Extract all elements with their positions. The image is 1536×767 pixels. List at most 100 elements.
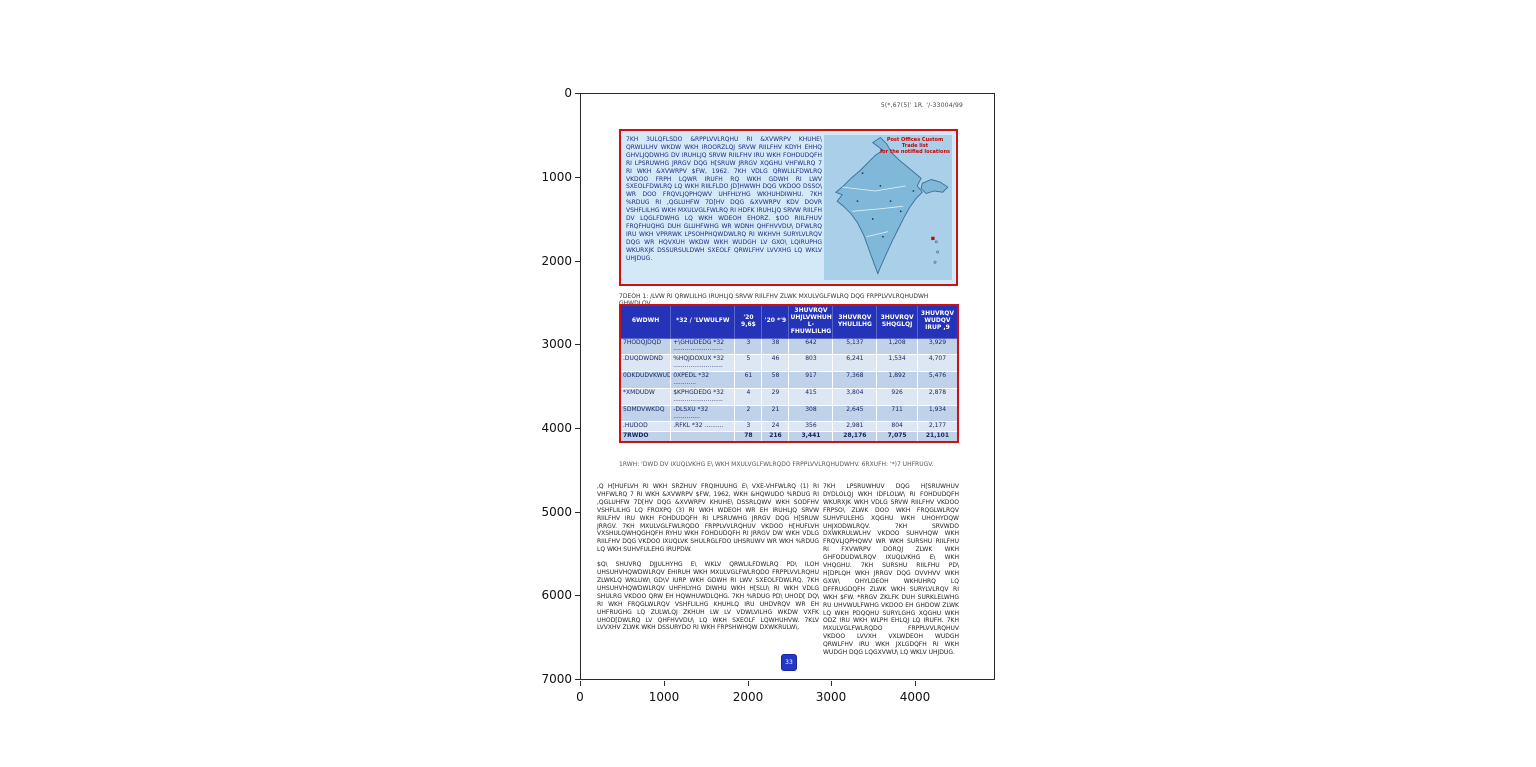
table-cell: 7,368 [832, 371, 878, 389]
table-cell: 3,929 [916, 337, 959, 356]
y-tick-label: 5000 [541, 505, 572, 519]
table-cell: *XMDUDW [619, 387, 672, 406]
map-caption-line1: Post Offices Custom Trade list [886, 137, 944, 149]
table-cell: 1,208 [876, 337, 918, 356]
table-cell: 6,241 [832, 354, 878, 373]
table-cell: 2,981 [832, 421, 878, 433]
x-tick-mark [915, 681, 916, 686]
table-cell: 29 [761, 387, 790, 406]
state-boundaries [842, 185, 906, 238]
table-row: .DUQDWDND %HQJDOXUX *32 .................… [619, 354, 959, 373]
page-header-registration: 5(*,67(5(' 1R. '/-33004/99 [880, 102, 963, 109]
x-tick-mark [831, 681, 832, 686]
table-cell: 0DKDUDVKWUD [619, 371, 672, 389]
map-caption: Post Offices Custom Trade list for the n… [880, 137, 950, 155]
x-tick-label: 2000 [732, 690, 764, 704]
table-cell: 3,804 [832, 387, 878, 406]
table-cell: 24 [761, 421, 790, 433]
y-tick-mark [575, 177, 580, 178]
table-cell: 642 [788, 337, 834, 356]
y-tick-mark [575, 595, 580, 596]
body-left-paragraph-2: $Q\ SHUVRQ DJJULHYHG E\ WKLV QRWLILFDWLR… [597, 561, 819, 632]
table-cell: 2,177 [916, 421, 959, 433]
table-cell: 308 [788, 404, 834, 423]
table-cell: 38 [761, 337, 790, 356]
table-cell: 2,878 [916, 387, 959, 406]
table-cell: %HQJDOXUX *32 .......................... [670, 354, 736, 373]
table-cell: 78 [734, 431, 763, 443]
table-cell: 21,101 [916, 431, 959, 443]
data-table: 6WDWH *32 / 'LVWULFW '20 9,6$ '20 *'9 3HUVRQ… [619, 304, 959, 444]
table-cell: 804 [876, 421, 918, 433]
table-header-cell: 3HUVRQV UHJLVWHUHG L-FHUWLILHG [788, 304, 834, 339]
notice-text: 7KH 3ULQFLSDO &RPPLVVLRQHU RI &XVWRPV KH… [626, 136, 822, 262]
table-header-cell: 3HUVRQV SHQGLQJ [876, 304, 918, 339]
y-tick-mark [575, 344, 580, 345]
table-row: .HUDOD .RFKL *32 .......... 3 24 356 2,981 804… [619, 421, 959, 433]
table-cell: 356 [788, 421, 834, 433]
y-tick-label: 1000 [541, 170, 572, 184]
table-cell: 1,892 [876, 371, 918, 389]
x-tick-mark [580, 681, 581, 686]
body-left-column: ,Q H[HUFLVH RI WKH SRZHUV FRQIHUUHG E\ V… [597, 483, 819, 639]
table-cell: 415 [788, 387, 834, 406]
table-cell: +\GHUDEDG *32 .......................... [670, 337, 736, 356]
x-tick-label: 3000 [815, 690, 847, 704]
body-right-column: 7KH LPSRUWHUV DQG H[SRUWHUV DYDLOLQJ WKH… [823, 483, 959, 657]
x-tick-mark [748, 681, 749, 686]
table-caption: 7DEOH 1: /LVW RI QRWLILHG IRUHLJQ SRVW R… [619, 293, 929, 307]
table-cell: 2,645 [832, 404, 878, 423]
table-cell: 3 [734, 421, 763, 433]
city-dots [856, 172, 915, 238]
table-cell: 5DMDVWKDQ [619, 404, 672, 423]
table-cell: .HUDOD [619, 421, 672, 433]
table-header-cell: *32 / 'LVWULFW [670, 304, 736, 339]
y-tick-label: 6000 [541, 588, 572, 602]
table-row: 0DKDUDVKWUD 0XPEDL *32 ............ 61 58 91… [619, 371, 959, 389]
table-header-row: 6WDWH *32 / 'LVWULFW '20 9,6$ '20 *'9 3HUVRQ… [619, 304, 959, 339]
table-cell: 917 [788, 371, 834, 389]
table-footnote: 1RWH: 'DWD DV IXUQLVKHG E\ WKH MXULVGLFW… [619, 461, 934, 468]
table-cell: 5,137 [832, 337, 878, 356]
table-header-cell: 3HUVRQV WUDQV IRUP ,9 [916, 304, 959, 339]
table-cell: 61 [734, 371, 763, 389]
table-cell: 5,476 [916, 371, 959, 389]
y-tick-mark [575, 679, 580, 680]
table-cell: 4,707 [916, 354, 959, 373]
table-row: 7HODQJDQD +\GHUDEDG *32 .................… [619, 337, 959, 356]
table-cell: 46 [761, 354, 790, 373]
table-header-cell: '20 *'9 [761, 304, 790, 339]
india-map-panel: Post Offices Custom Trade list for the n… [824, 135, 952, 280]
stamp-seal: 33 [781, 654, 797, 671]
y-tick-label: 7000 [541, 672, 572, 686]
table-cell: 4 [734, 387, 763, 406]
body-left-paragraph-1: ,Q H[HUFLVH RI WKH SRZHUV FRQIHUUHG E\ V… [597, 483, 819, 554]
plot-axes: 5(*,67(5(' 1R. '/-33004/99 7KH 3ULQFLSDO… [580, 93, 995, 680]
table-cell: 5 [734, 354, 763, 373]
table-cell: .RFKL *32 .......... [670, 421, 736, 433]
x-tick-label: 1000 [648, 690, 680, 704]
table-cell: 1,934 [916, 404, 959, 423]
y-tick-label: 2000 [541, 254, 572, 268]
table-cell: 2 [734, 404, 763, 423]
x-tick-label: 0 [576, 690, 584, 704]
table-cell: -DLSXU *32 .............. [670, 404, 736, 423]
table-cell: 1,534 [876, 354, 918, 373]
table-cell: .DUQDWDND [619, 354, 672, 373]
y-tick-label: 4000 [541, 421, 572, 435]
table-cell: 3 [734, 337, 763, 356]
table-cell: 926 [876, 387, 918, 406]
table-cell: 28,176 [832, 431, 878, 443]
table-cell: 7,075 [876, 431, 918, 443]
table-row: 5DMDVWKDQ -DLSXU *32 .............. 2 21 308… [619, 404, 959, 423]
y-tick-mark [575, 512, 580, 513]
body-right-paragraph: 7KH LPSRUWHUV DQG H[SRUWHUV DYDLOLQJ WKH… [823, 483, 959, 657]
x-tick-mark [664, 681, 665, 686]
table-header-cell: '20 9,6$ [734, 304, 763, 339]
x-tick-label: 4000 [899, 690, 931, 704]
table-cell: 21 [761, 404, 790, 423]
india-northeast-shape [920, 179, 949, 195]
table-cell: 803 [788, 354, 834, 373]
y-tick-label: 3000 [541, 337, 572, 351]
